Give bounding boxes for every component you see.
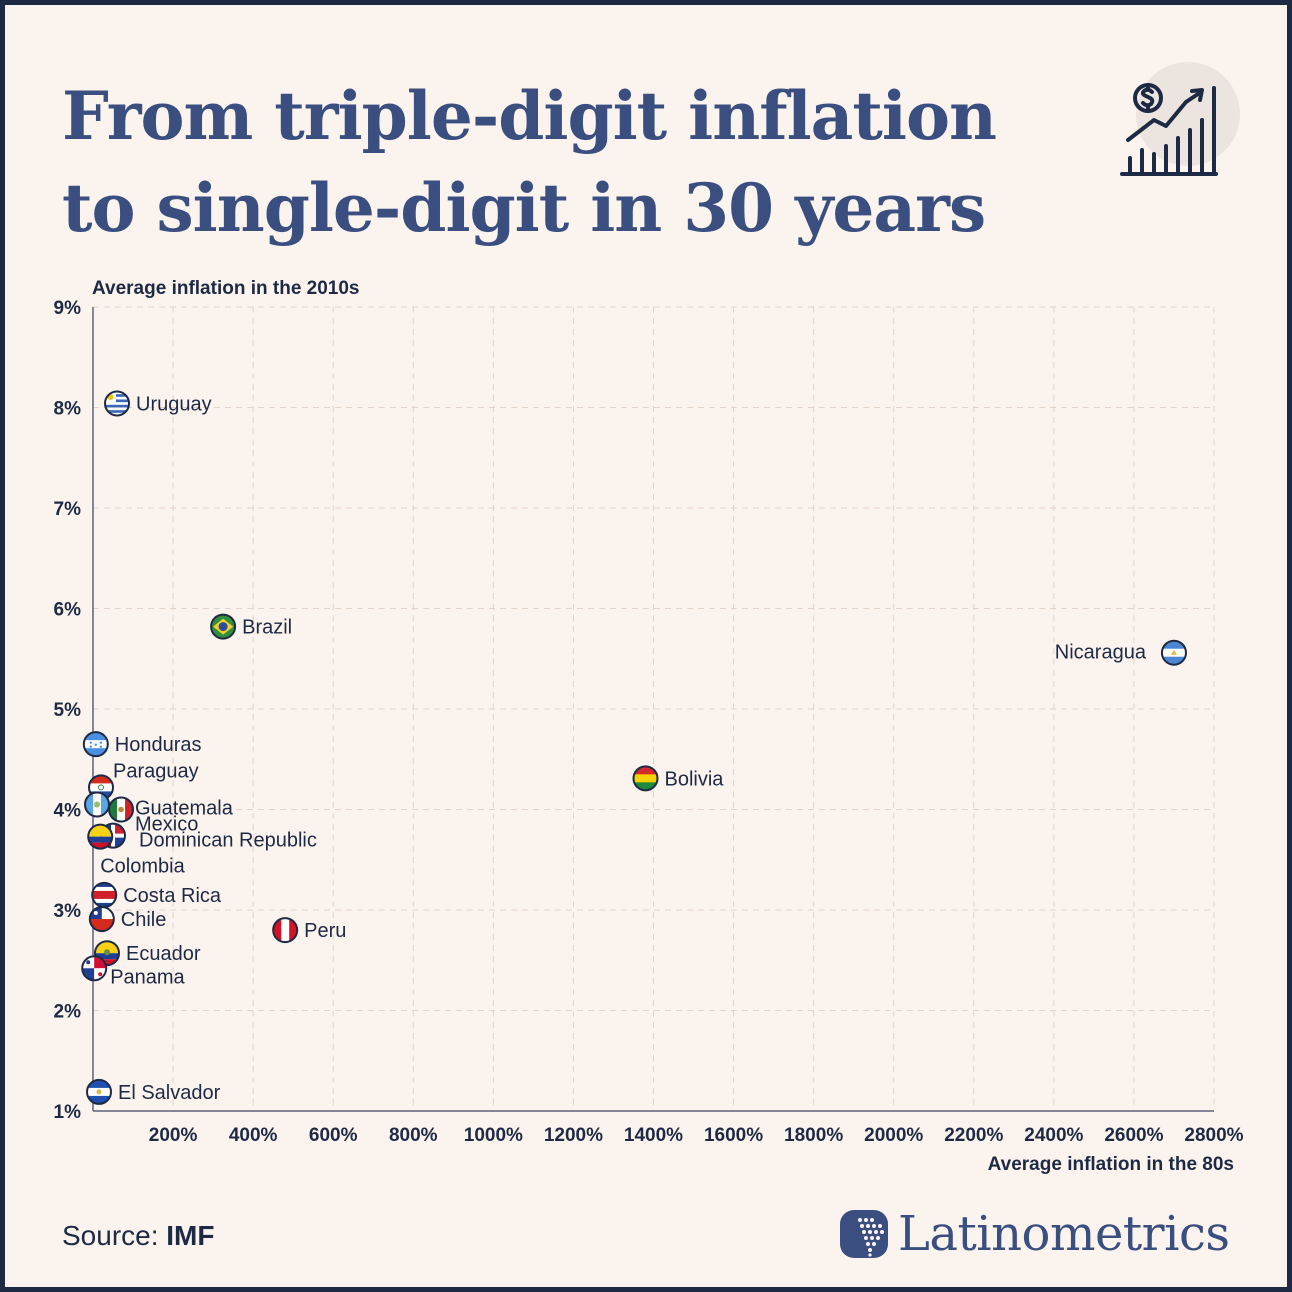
colombia-flag-icon: [88, 824, 113, 849]
point-label: Brazil: [242, 617, 292, 639]
ecuador-flag-icon: [95, 941, 120, 966]
data-point-honduras: [82, 731, 109, 758]
y-tick-label: 8%: [54, 399, 82, 420]
point-label: Paraguay: [113, 760, 199, 782]
point-label: Colombia: [100, 856, 185, 878]
data-point-colombia: [87, 823, 114, 850]
point-label: El Salvador: [118, 1082, 221, 1104]
source-note: Source: IMF: [62, 1220, 215, 1252]
title-line-1: From triple-digit inflation: [62, 77, 997, 155]
y-tick-label: 6%: [54, 600, 82, 621]
mexico-flag-icon: [109, 797, 134, 822]
source-value: IMF: [166, 1220, 215, 1251]
point-label: Guatemala: [135, 797, 234, 819]
data-point-guatemala: [84, 791, 111, 818]
el-salvador-flag-icon: [87, 1079, 112, 1104]
x-tick-label: 1400%: [624, 1125, 683, 1146]
brand-logo: Latinometrics: [838, 1206, 1230, 1262]
y-tick-label: 3%: [54, 901, 82, 922]
point-label: Dominican Republic: [139, 830, 317, 852]
point-label: Bolivia: [664, 768, 724, 790]
data-point-ecuador: [94, 940, 121, 967]
data-point-panama: [81, 955, 108, 982]
data-points: Uruguay Brazil Nicaragua Honduras Bolivia Par…: [81, 390, 1187, 1105]
point-label: Chile: [121, 909, 167, 931]
guatemala-flag-icon: [85, 792, 110, 817]
point-label: Nicaragua: [1055, 642, 1147, 664]
chile-flag-icon: [89, 907, 114, 932]
grid-lines: [93, 306, 1215, 1111]
x-tick-label: 1600%: [704, 1125, 763, 1146]
point-label: Peru: [304, 920, 346, 942]
data-point-bolivia: [632, 765, 659, 792]
page-title: From triple-digit inflation to single-di…: [62, 70, 1062, 254]
peru-flag-icon: [273, 918, 298, 943]
data-point-mexico: [108, 796, 135, 823]
y-tick-label: 5%: [54, 700, 82, 721]
x-tick-label: 600%: [309, 1125, 358, 1146]
data-point-costa-rica: [91, 881, 118, 908]
latin-america-map-icon: [840, 1210, 888, 1258]
x-tick-label: 1000%: [464, 1125, 523, 1146]
bolivia-flag-icon: [633, 766, 658, 791]
y-tick-label: 9%: [54, 298, 82, 319]
title-line-2: to single-digit in 30 years: [62, 169, 986, 247]
y-axis-label: Average inflation in the 2010s: [92, 278, 360, 299]
x-tick-label: 2200%: [944, 1125, 1003, 1146]
data-point-uruguay: [104, 390, 131, 417]
data-point-chile: [88, 906, 115, 933]
costa-rica-flag-icon: [92, 882, 117, 907]
x-tick-label: 400%: [229, 1125, 278, 1146]
y-tick-label: 1%: [54, 1102, 82, 1123]
y-tick-label: 7%: [54, 499, 82, 520]
x-tick-label: 2600%: [1104, 1125, 1163, 1146]
tick-labels: 200% 400% 600% 800% 1000% 1200% 1400% 1600% 1800…: [54, 298, 1244, 1146]
data-point-peru: [272, 917, 299, 944]
brand-name: Latinometrics: [898, 1206, 1230, 1262]
data-point-brazil: [210, 613, 237, 640]
point-label: Panama: [110, 966, 185, 988]
honduras-flag-icon: [83, 732, 108, 757]
point-label: Ecuador: [126, 943, 201, 965]
uruguay-flag-icon: [105, 391, 130, 416]
point-label: Mexico: [135, 814, 198, 836]
infographic-frame: [5, 5, 1287, 1287]
point-label: Costa Rica: [123, 885, 222, 907]
point-label: Honduras: [115, 734, 202, 756]
data-point-nicaragua: [1160, 639, 1187, 666]
x-tick-label: 800%: [389, 1125, 438, 1146]
nicaragua-flag-icon: [1161, 640, 1186, 665]
x-tick-label: 2000%: [864, 1125, 923, 1146]
x-tick-label: 200%: [149, 1125, 198, 1146]
data-point-el-salvador: [86, 1078, 113, 1105]
x-tick-label: 1800%: [784, 1125, 843, 1146]
y-tick-label: 2%: [54, 1002, 82, 1023]
x-tick-label: 2800%: [1184, 1125, 1243, 1146]
x-tick-label: 1200%: [544, 1125, 603, 1146]
source-label: Source:: [62, 1220, 159, 1251]
y-tick-label: 4%: [54, 801, 82, 822]
point-label: Uruguay: [136, 393, 212, 415]
x-axis-label: Average inflation in the 80s: [988, 1154, 1234, 1175]
x-tick-label: 2400%: [1024, 1125, 1083, 1146]
rising-chart-dollar-icon: [1120, 62, 1240, 176]
